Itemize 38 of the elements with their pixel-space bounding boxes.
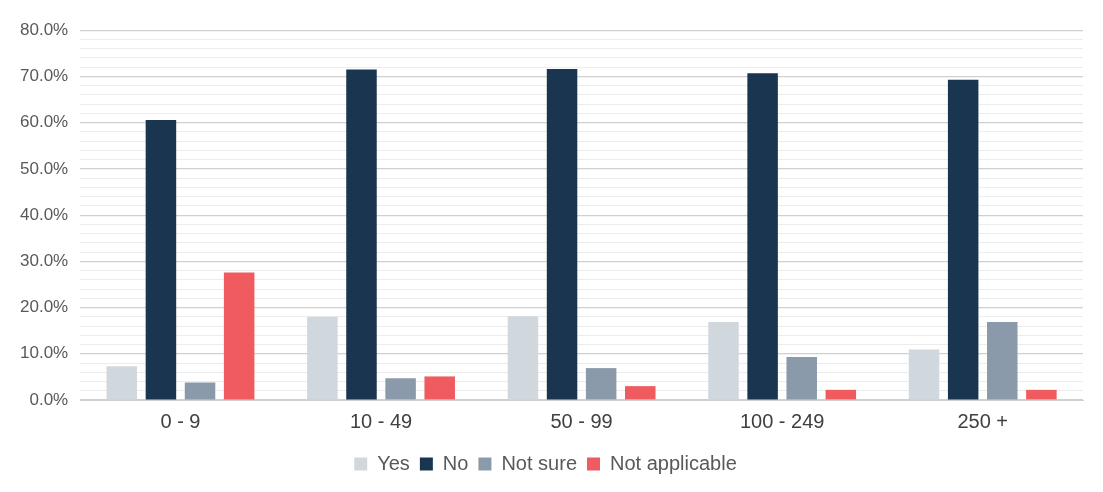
bar (825, 389, 857, 400)
bar (947, 79, 979, 400)
bar (625, 386, 656, 400)
x-tick-label: 10 - 49 (349, 409, 413, 432)
bar (307, 316, 338, 400)
legend-label: Not sure (501, 451, 578, 474)
y-tick-label: 30.0% (20, 251, 69, 271)
bar (708, 321, 739, 400)
bar (507, 316, 539, 400)
bar (145, 119, 177, 400)
y-tick-label: 70.0% (20, 66, 69, 86)
y-tick-label: 40.0% (20, 204, 69, 224)
y-tick-label: 0.0% (29, 389, 69, 409)
bar (424, 376, 455, 400)
y-tick-label: 20.0% (20, 297, 69, 317)
bar (385, 378, 416, 400)
bar (987, 321, 1018, 400)
legend-label: Not applicable (610, 451, 737, 474)
bar (786, 357, 817, 400)
bar (223, 272, 255, 400)
x-tick-label: 250 + (957, 409, 1009, 432)
bar (546, 69, 578, 400)
y-tick-label: 60.0% (20, 112, 69, 132)
legend-label: No (442, 451, 469, 474)
bar (747, 73, 778, 400)
bar (346, 69, 377, 400)
x-tick-label: 0 - 9 (160, 409, 201, 432)
bar (908, 349, 940, 400)
x-tick-label: 50 - 99 (550, 409, 613, 432)
legend-label: Yes (377, 451, 410, 474)
bar (106, 366, 138, 400)
y-tick-label: 50.0% (20, 158, 69, 178)
bar (1026, 389, 1057, 400)
x-tick-label: 100 - 249 (739, 409, 825, 432)
bar (184, 382, 216, 400)
y-tick-label: 10.0% (20, 343, 69, 363)
bar (585, 368, 617, 400)
y-tick-label: 80.0% (20, 19, 69, 39)
